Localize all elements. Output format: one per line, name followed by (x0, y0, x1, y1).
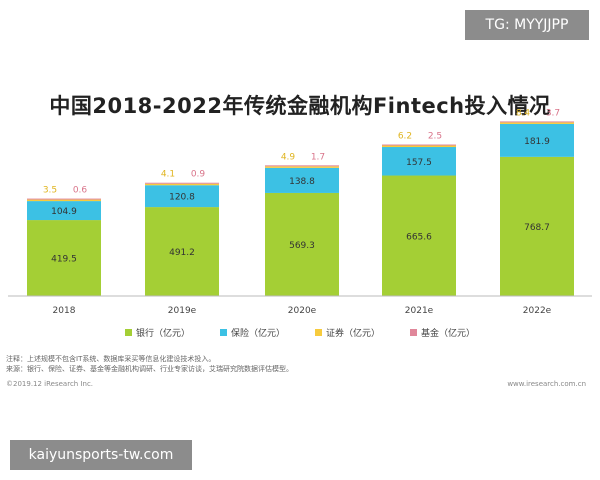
bar-segment-bank-2022e (500, 156, 574, 296)
legend-item-fund: 基金（亿元） (410, 326, 475, 339)
bar-segment-bank-2021e (382, 175, 456, 296)
value-label-bank-2019e: 491.2 (169, 248, 195, 258)
bar-segment-bank-2018 (27, 220, 101, 296)
bar-segment-insurance-2019e (145, 185, 219, 208)
value-label-securities-2022e: 8.4 (516, 108, 531, 118)
bar-segment-insurance-2018 (27, 201, 101, 221)
legend-swatch-insurance (219, 329, 227, 336)
bar-segment-fund-2021e (382, 144, 456, 146)
notes-line-1: 注释：上述规模不包含IT系统、数据库采买等信息化建设技术投入。 (6, 355, 216, 363)
value-label-insurance-2019e: 120.8 (169, 193, 195, 203)
x-tick-label-2019e: 2019e (168, 306, 197, 316)
legend-item-securities: 证券（亿元） (315, 326, 380, 339)
bar-segment-bank-2020e (265, 192, 339, 296)
bars-layer (27, 121, 574, 296)
bar-segment-securities-2018 (27, 199, 101, 202)
legend-label-insurance: 保险（亿元） (230, 329, 285, 339)
x-tick-label-2018: 2018 (53, 306, 76, 316)
bar-segment-securities-2021e (382, 145, 456, 148)
watermark-bottom: kaiyunsports-tw.com (10, 440, 192, 470)
value-label-insurance-2020e: 138.8 (289, 177, 315, 187)
legend-swatch-fund (410, 329, 418, 336)
value-label-securities-2019e: 4.1 (161, 170, 175, 180)
copyright-text: ©2019.12 iResearch Inc. (6, 380, 94, 388)
value-label-insurance-2021e: 157.5 (406, 158, 432, 168)
legend-swatch-bank (124, 329, 132, 336)
legend-item-bank: 银行（亿元） (124, 326, 190, 339)
value-label-fund-2020e: 1.7 (311, 152, 325, 162)
bar-segment-fund-2020e (265, 165, 339, 167)
value-label-bank-2020e: 569.3 (289, 241, 315, 251)
value-label-fund-2018: 0.6 (73, 186, 88, 196)
bar-segment-insurance-2020e (265, 167, 339, 193)
value-label-insurance-2018: 104.9 (51, 207, 77, 217)
bar-segment-fund-2022e (500, 121, 574, 123)
x-tick-labels-layer: 2018 2019e 2020e 2021e 2022e (53, 306, 552, 316)
legend: 银行（亿元） 保险（亿元） 证券（亿元） 基金（亿元） (0, 326, 600, 339)
value-label-fund-2019e: 0.9 (191, 170, 206, 180)
value-labels-layer: 419.5 104.9 3.5 0.6 491.2 120.8 4.1 0.9 569.3 138… (43, 108, 560, 264)
chart-title: 中国2018-2022年传统金融机构Fintech投入情况 (49, 94, 551, 118)
value-label-securities-2020e: 4.9 (281, 152, 296, 162)
bar-segment-insurance-2021e (382, 147, 456, 176)
x-tick-label-2021e: 2021e (405, 306, 434, 316)
bar-segment-securities-2020e (265, 166, 339, 168)
bar-segment-bank-2019e (145, 207, 219, 296)
value-label-securities-2021e: 6.2 (398, 132, 412, 142)
legend-label-securities: 证券（亿元） (326, 329, 381, 339)
legend-label-bank: 银行（亿元） (135, 329, 190, 339)
value-label-bank-2018: 419.5 (51, 255, 77, 265)
value-label-fund-2022e: 3.7 (546, 108, 560, 118)
chart-notes: 注释：上述规模不包含IT系统、数据库采买等信息化建设技术投入。 来源：银行、保险… (6, 354, 293, 374)
watermark-top: TG: MYYJJPP (465, 10, 589, 40)
value-label-insurance-2022e: 181.9 (524, 137, 550, 147)
bar-segment-fund-2019e (145, 182, 219, 184)
value-label-fund-2021e: 2.5 (428, 132, 442, 142)
source-site-text: www.iresearch.com.cn (507, 380, 586, 388)
x-tick-label-2022e: 2022e (523, 306, 552, 316)
bar-segment-securities-2022e (500, 122, 574, 124)
legend-swatch-securities (315, 329, 322, 336)
value-label-bank-2021e: 665.6 (406, 232, 432, 242)
value-label-securities-2018: 3.5 (43, 186, 57, 196)
legend-item-insurance: 保险（亿元） (219, 326, 285, 339)
value-label-bank-2022e: 768.7 (524, 223, 550, 233)
legend-label-fund: 基金（亿元） (421, 329, 476, 339)
bar-segment-securities-2019e (145, 183, 219, 186)
bar-segment-fund-2018 (27, 198, 101, 200)
bar-segment-insurance-2022e (500, 123, 574, 157)
notes-line-2: 来源：银行、保险、证券、基金等金融机构调研、行业专家访谈，艾瑞研究院数据评估模型… (6, 365, 293, 373)
x-tick-label-2020e: 2020e (288, 306, 317, 316)
